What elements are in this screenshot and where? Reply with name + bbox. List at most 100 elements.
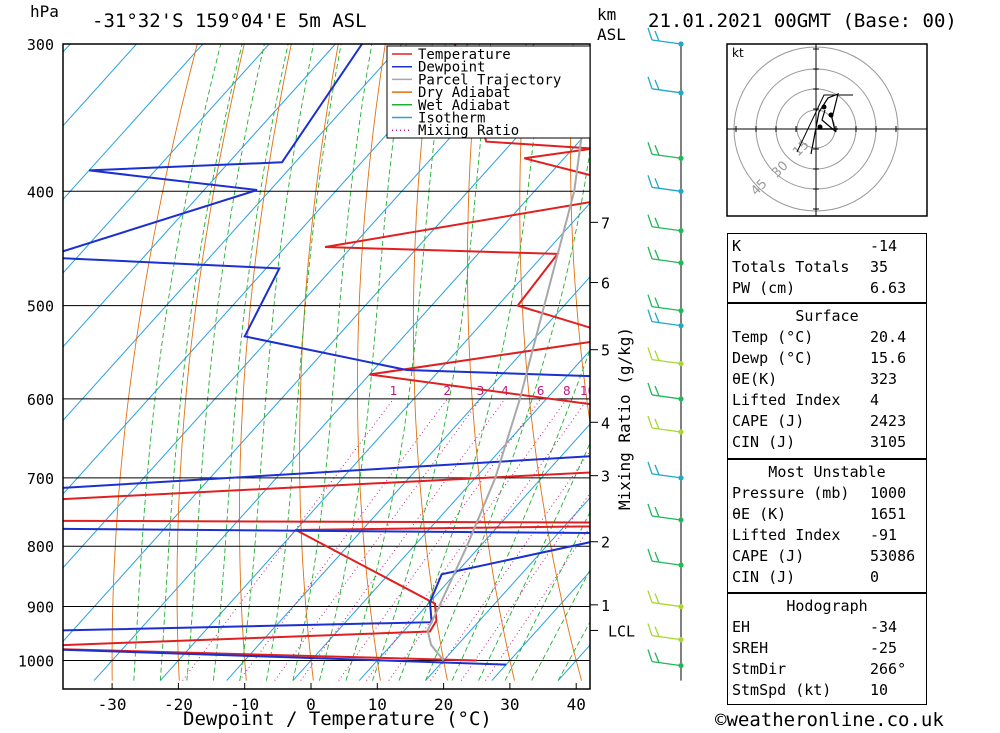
wind-barb [651,601,682,608]
s-cape-label: CAPE (J) [732,412,805,430]
dry-adiabat-line [299,44,339,681]
isotherm-line [63,44,403,422]
mu-cin-label: CIN (J) [732,568,796,586]
mu-cin-value: 0 [870,568,880,586]
km-tick-label: 7 [601,214,610,232]
pressure-tick-label: 300 [27,36,54,54]
mixing-ratio-label: 3 [477,384,485,398]
site-credit: ©weatheronline.co.uk [715,709,944,731]
wind-barb-feather [654,217,660,228]
pw-label: PW (cm) [732,279,796,297]
wind-barb-feather [654,79,660,91]
eh-value: -34 [870,618,898,636]
mixing-ratio-label: 4 [501,384,509,398]
isotherm-line [292,349,590,681]
pressure-tick-label: 500 [27,298,54,316]
sreh-value: -25 [870,639,898,657]
wet-adiabat-line [265,44,342,681]
km-tick-label: 4 [601,414,610,432]
pressure-tick-label: 900 [27,599,54,617]
pressure-tick-label: 700 [27,470,54,488]
dry-adiabat-line [467,44,515,681]
wind-barb [651,88,682,94]
stmspd-label: StmSpd (kt) [732,681,832,699]
wind-barb [651,39,682,45]
hodograph-frame [726,43,928,217]
mu-title: Most Unstable [768,463,886,481]
isotherm-line [425,497,590,681]
isotherm-line [491,570,590,681]
wind-barb-feather [647,461,653,475]
wind-barb-feather [654,312,660,323]
legend-item: Mixing Ratio [418,123,519,139]
s-cin-label: CIN (J) [732,433,796,451]
location-title: -31°32'S 159°04'E 5m ASL [92,10,367,32]
wind-barb-dot [678,308,684,314]
wet-adiabat-line [345,44,446,681]
stmdir-label: StmDir [732,660,787,678]
dry-adiabat-line [996,44,1000,681]
km-tick-label: LCL [608,622,635,640]
wind-barb-feather [647,246,653,260]
wind-barb [651,306,682,312]
wind-barb-feather [647,623,653,636]
wind-barb-feather [654,385,660,397]
legend-item: Dewpoint [418,60,485,76]
mixing-ratio-line [238,398,448,681]
hodograph-point [828,112,834,118]
wind-barb-feather [647,590,653,603]
pressure-tick-label: 600 [27,391,54,409]
wind-barb-dot [678,603,684,610]
wind-barb [651,634,682,641]
km-tick-label: 5 [601,342,610,360]
wet-adiabat-line [133,44,222,681]
pressure-tick-label: 800 [27,538,54,556]
mixing-ratio-line [182,398,394,681]
k-label: K [732,237,742,255]
wind-barb-feather [654,551,660,563]
isotherm-line [63,44,204,201]
dry-adiabat-line [570,44,590,426]
wind-barb-dot [678,429,684,435]
mu-li-value: -91 [870,526,898,544]
wind-barb-dot [678,361,684,367]
dry-adiabat-line [357,44,386,681]
wet-adiabat-line [239,44,314,681]
s-thetae-value: 323 [870,370,898,388]
mu-thetae-label: θE (K) [732,505,787,523]
s-temp-label: Temp (°C) [732,328,814,346]
wind-barb-feather [647,503,653,517]
wind-barb-feather [654,506,660,518]
plot-frame [62,43,591,690]
mu-li-label: Lifted Index [732,526,841,544]
wind-barb-dot [678,475,684,481]
isotherm-line [226,276,590,681]
wet-adiabat-line [318,44,407,681]
wind-barb [651,226,682,232]
wind-barb-feather [654,249,660,261]
pressure-tick-label: 1000 [18,653,54,671]
legend-item: Temperature [418,47,511,63]
wind-barb-feather [647,294,653,307]
wind-barb-dot [678,260,684,266]
x-tick-label: 40 [567,695,586,714]
tt-label: Totals Totals [732,258,850,276]
mixing-ratio-label: 1 [390,384,398,398]
legend-item: Wet Adiabat [418,98,511,114]
legend-item: Dry Adiabat [418,85,511,101]
wind-barb-dot [678,323,684,329]
most-unstable-box: Most Unstable Pressure (mb) 1000 θE (K) 16… [727,459,927,593]
wind-barb-feather [654,464,660,476]
wind-barb [651,427,682,433]
hodo-title: Hodograph [786,597,868,615]
isotherm-line [63,55,590,643]
eh-label: EH [732,618,751,636]
mu-cape-value: 53086 [870,547,916,565]
legend-box [386,45,591,139]
wind-barb-dot [678,517,684,523]
wind-barb-feather [654,418,660,430]
s-dewp-label: Dewp (°C) [732,349,814,367]
hodograph-trace [810,93,839,155]
valid-time: 21.01.2021 00GMT (Base: 00) [648,10,957,32]
